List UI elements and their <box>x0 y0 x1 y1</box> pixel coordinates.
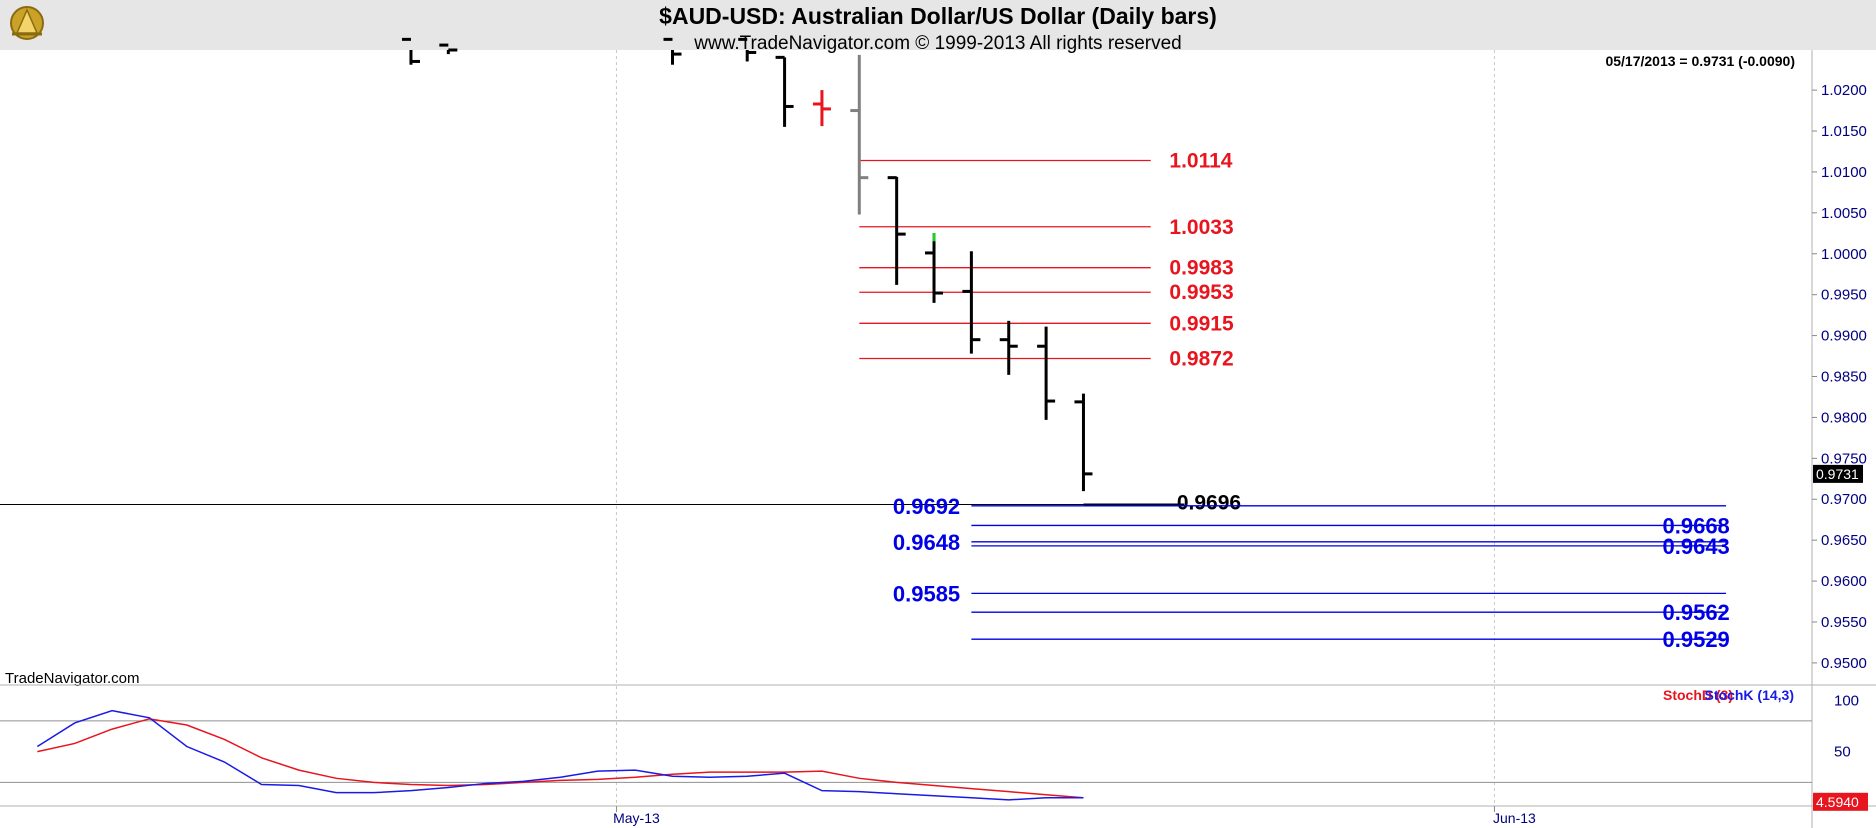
stoch-series-line <box>37 718 1084 799</box>
last-value-box <box>1813 464 1863 483</box>
vertical-gridlines <box>615 50 1495 806</box>
legend-stochk: StochK (14,3) <box>1705 687 1794 703</box>
y-tick-label: 0.9600 <box>1821 573 1867 590</box>
resistance-label: 1.0033 <box>1169 216 1233 239</box>
stoch-y-tick-label: 50 <box>1834 744 1851 761</box>
chart-title: $AUD-USD: Australian Dollar/US Dollar (D… <box>659 3 1217 29</box>
support-label: 0.9562 <box>1663 600 1730 625</box>
y-tick-label: 0.9950 <box>1821 287 1867 304</box>
stoch-series-line <box>36 709 1084 801</box>
chart-subtitle: www.TradeNavigator.com © 1999-2013 All r… <box>693 33 1181 54</box>
price-bar <box>887 176 906 285</box>
stochastic-panel: 100 50 4.5940 StochD (3)StochK (14,3) <box>0 687 1868 811</box>
price-bar <box>663 37 682 65</box>
watermark-label: TradeNavigator.com <box>5 670 140 687</box>
quote-label: 05/17/2013 = 0.9731 (-0.0090) <box>1605 53 1795 69</box>
legend-stochd: StochD (3) <box>1663 687 1733 703</box>
price-bar <box>999 320 1018 375</box>
y-tick-label: 0.9650 <box>1821 532 1867 549</box>
horizontal-line-label: 0.9696 <box>1177 492 1241 515</box>
y-tick-label: 0.9750 <box>1821 450 1867 467</box>
x-tick-label: May-13 <box>613 810 660 826</box>
price-bar <box>775 55 794 127</box>
support-label: 0.9643 <box>1663 534 1730 559</box>
x-tick-label: Jun-13 <box>1493 810 1536 826</box>
price-y-axis: 1.0200 1.0150 1.0100 1.0050 1.0000 0.9950 0.99… <box>1812 82 1867 672</box>
stoch-last-value-label: 4.5940 <box>1816 794 1859 810</box>
stoch-y-tick-label: 100 <box>1834 692 1859 709</box>
logo-icon <box>10 6 44 40</box>
y-tick-label: 1.0150 <box>1821 123 1867 140</box>
resistance-label: 0.9953 <box>1169 281 1233 304</box>
y-tick-label: 1.0000 <box>1821 246 1867 263</box>
y-tick-label: 0.9700 <box>1821 491 1867 508</box>
support-label: 0.9668 <box>1663 513 1730 538</box>
price-bar <box>401 37 420 65</box>
y-tick-label: 0.9800 <box>1821 409 1867 426</box>
price-bar <box>1074 393 1093 492</box>
price-bar <box>1037 326 1056 420</box>
resistance-label: 1.0114 <box>1169 149 1232 172</box>
support-label: 0.9529 <box>1663 627 1730 652</box>
y-tick-label: 1.0050 <box>1821 205 1867 222</box>
y-tick-label: 1.0100 <box>1821 164 1867 181</box>
x-axis: May-13 Jun-13 <box>613 806 1536 826</box>
title-bar <box>0 0 1876 50</box>
price-bar <box>738 37 757 62</box>
support-label: 0.9585 <box>893 581 960 606</box>
resistance-label: 0.9983 <box>1169 257 1233 280</box>
y-tick-label: 0.9900 <box>1821 328 1867 345</box>
y-tick-label: 0.9500 <box>1821 655 1867 672</box>
support-label: 0.9692 <box>893 494 960 519</box>
stoch-last-value-box <box>1813 792 1868 811</box>
resistance-label: 0.9915 <box>1169 312 1234 335</box>
price-bar <box>439 43 458 55</box>
y-tick-label: 0.9550 <box>1821 614 1867 631</box>
price-bar <box>962 251 981 354</box>
price-bar <box>925 233 944 303</box>
price-bar <box>850 54 869 215</box>
last-value-label: 0.9731 <box>1816 466 1859 482</box>
support-label: 0.9648 <box>893 530 960 555</box>
price-bar <box>812 90 831 127</box>
price-bars <box>401 37 1093 492</box>
resistance-label: 0.9872 <box>1169 347 1233 370</box>
y-tick-label: 0.9850 <box>1821 369 1867 386</box>
y-tick-label: 1.0200 <box>1821 82 1867 99</box>
